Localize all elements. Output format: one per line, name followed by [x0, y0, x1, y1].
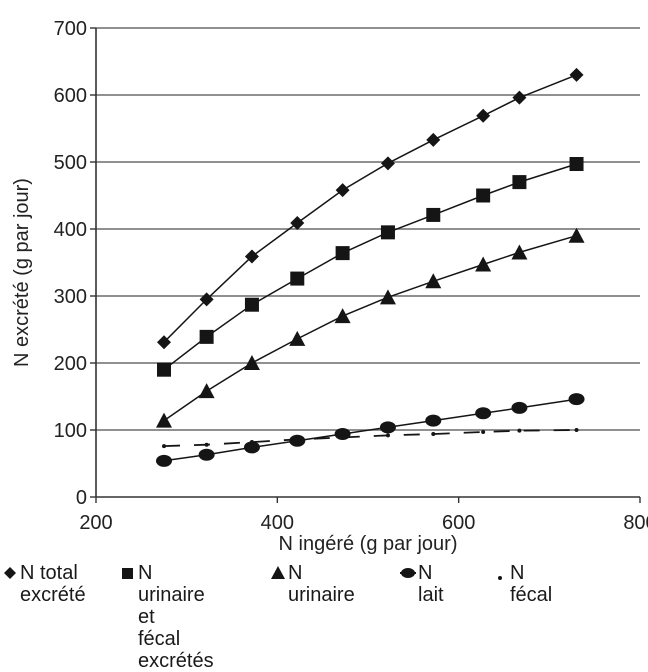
- data-point-n-fecal-6: [431, 432, 436, 437]
- data-point-n-urinaire-4: [334, 308, 351, 324]
- legend-diamond-marker-icon: [4, 567, 16, 579]
- y-tick-label-0: 0: [76, 487, 87, 509]
- data-point-n-lait-8: [511, 401, 528, 414]
- data-point-n-total-excrete-4: [335, 183, 350, 198]
- legend-square-marker-icon: [122, 568, 133, 579]
- data-point-n-urinaire-5: [379, 289, 396, 305]
- y-tick-label-500: 500: [54, 152, 87, 174]
- data-point-n-fecal-1: [204, 442, 209, 447]
- data-point-n-lait-6: [425, 414, 442, 427]
- data-point-n-urinaire-1: [198, 383, 215, 399]
- data-point-n-urinaire-7: [475, 256, 492, 272]
- series-line-n-fecal: [163, 429, 577, 447]
- data-point-n-total-excrete-1: [199, 292, 214, 307]
- data-point-n-urinaire-0: [156, 412, 172, 428]
- data-point-n-lait-0: [156, 454, 172, 467]
- data-point-n-urinaire-et-fecal-excretes-7: [476, 188, 491, 203]
- data-point-n-total-excrete-2: [244, 249, 259, 264]
- data-point-n-fecal-2: [249, 440, 254, 445]
- y-axis-label: N excrété (g par jour): [11, 178, 33, 367]
- data-point-n-fecal-0: [162, 444, 166, 449]
- x-tick-label-400: 400: [261, 512, 294, 534]
- legend-circle-marker-icon: [400, 568, 416, 578]
- data-point-n-fecal-7: [481, 430, 486, 435]
- legend-dot-marker-icon: [498, 576, 502, 580]
- data-point-n-lait-5: [379, 421, 396, 434]
- data-point-n-total-excrete-5: [380, 156, 395, 171]
- data-point-n-total-excrete-7: [476, 108, 491, 123]
- data-point-n-urinaire-8: [511, 244, 528, 260]
- data-point-n-fecal-3: [295, 437, 300, 442]
- data-point-n-urinaire-et-fecal-excretes-4: [335, 246, 350, 261]
- y-tick-label-600: 600: [54, 85, 87, 107]
- data-point-n-urinaire-et-fecal-excretes-1: [199, 329, 214, 344]
- y-tick-label-400: 400: [54, 219, 87, 241]
- data-point-n-urinaire-et-fecal-excretes-3: [290, 271, 305, 286]
- y-tick-label-200: 200: [54, 353, 87, 375]
- data-point-n-fecal-9: [574, 428, 579, 432]
- data-point-n-urinaire-et-fecal-excretes-5: [380, 225, 395, 240]
- data-point-n-urinaire-et-fecal-excretes-9: [569, 157, 584, 172]
- x-axis-label: N ingéré (g par jour): [279, 533, 458, 555]
- legend-label-n-urinaire: N urinaire: [288, 562, 355, 606]
- data-point-n-lait-2: [243, 441, 260, 454]
- data-point-n-urinaire-et-fecal-excretes-2: [244, 297, 259, 312]
- data-point-n-urinaire-et-fecal-excretes-6: [426, 207, 441, 222]
- data-point-n-total-excrete-6: [426, 132, 441, 147]
- legend-label-n-lait: N lait: [418, 562, 444, 606]
- legend-triangle-marker-icon: [271, 566, 285, 579]
- data-point-n-fecal-8: [517, 428, 522, 433]
- series-line-n-urinaire: [163, 234, 577, 422]
- y-tick-label-700: 700: [54, 18, 87, 40]
- data-point-n-total-excrete-8: [512, 90, 527, 105]
- y-tick-label-300: 300: [54, 286, 87, 308]
- x-tick-label-800: 800: [623, 512, 648, 534]
- data-point-n-urinaire-et-fecal-excretes-8: [512, 175, 527, 190]
- data-point-n-urinaire-2: [243, 355, 260, 370]
- data-point-n-urinaire-3: [289, 330, 306, 346]
- legend-label-n-urinaire-fecal: N urinaire et fécal excrétés: [138, 562, 214, 672]
- chart-legend: N total excrété N urinaire et fécal excr…: [2, 562, 646, 672]
- data-point-n-total-excrete-0: [157, 335, 171, 350]
- legend-label-n-fecal: N fécal: [510, 562, 553, 606]
- data-point-n-total-excrete-3: [290, 215, 305, 230]
- data-point-n-urinaire-et-fecal-excretes-0: [157, 362, 171, 377]
- data-point-n-total-excrete-9: [569, 67, 584, 82]
- y-tick-label-100: 100: [54, 420, 87, 442]
- data-point-n-lait-1: [198, 448, 215, 461]
- data-point-n-fecal-5: [385, 433, 390, 438]
- x-tick-label-600: 600: [442, 512, 475, 534]
- data-point-n-lait-7: [475, 407, 492, 420]
- data-point-n-urinaire-6: [425, 273, 442, 289]
- legend-label-n-total-excrete: N total excrété: [20, 562, 86, 606]
- x-tick-label-200: 200: [79, 512, 112, 534]
- chart-container: 0 100 200 300 400 500 600 700 200 400 600 800 N ingé…: [2, 18, 648, 672]
- data-point-n-urinaire-9: [568, 227, 585, 243]
- data-point-n-lait-9: [568, 393, 585, 406]
- series-line-n-lait: [163, 398, 577, 462]
- nitrogen-excretion-line-chart: 0 100 200 300 400 500 600 700 200 400 600 800 N ingé…: [11, 18, 648, 555]
- series-line-n-total-excrete: [163, 74, 577, 343]
- data-point-n-fecal-4: [340, 435, 345, 440]
- series-line-n-urinaire-et-fecal-excretes: [163, 163, 577, 371]
